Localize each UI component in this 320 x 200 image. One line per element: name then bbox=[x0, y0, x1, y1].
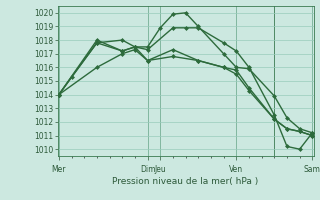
X-axis label: Pression niveau de la mer( hPa ): Pression niveau de la mer( hPa ) bbox=[112, 177, 259, 186]
